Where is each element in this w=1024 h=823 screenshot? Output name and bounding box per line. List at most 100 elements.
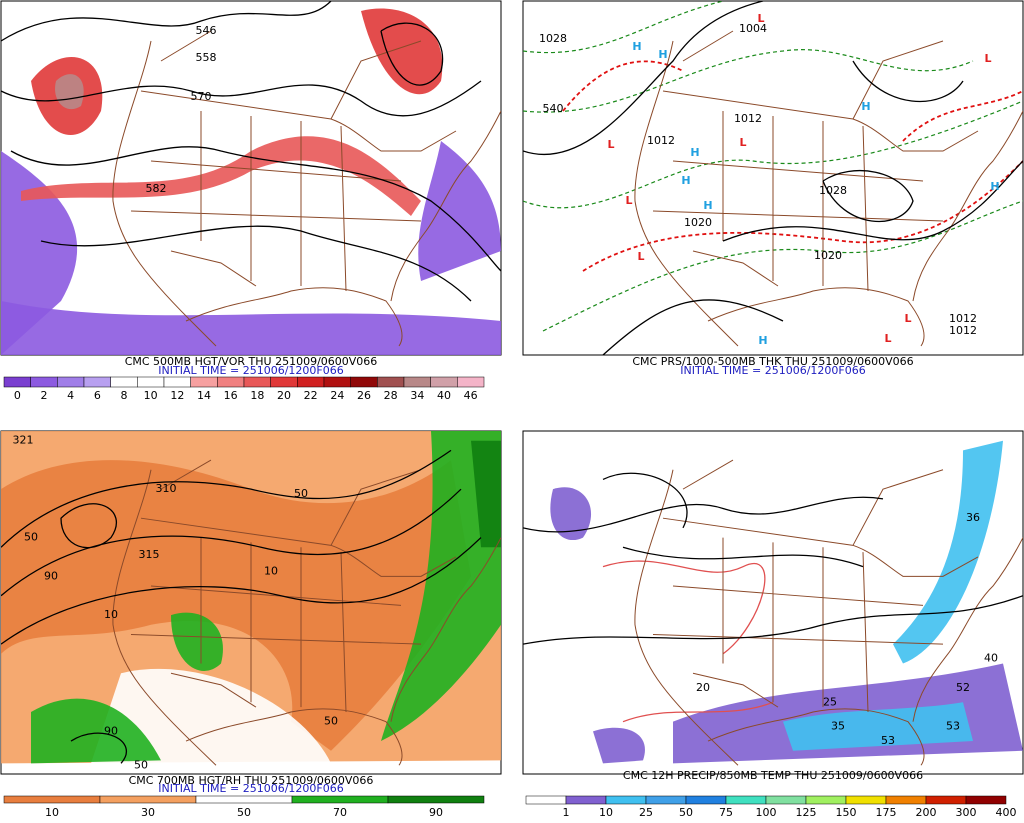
colorbar-cell <box>645 795 687 805</box>
colorbar-label: 10 <box>144 389 158 402</box>
colorbar-label: 200 <box>916 806 937 819</box>
colorbar-label: 10 <box>599 806 613 819</box>
height-contour <box>1 80 482 117</box>
panel: 558 570 582 546 CMC 500MB HGT/VOR THU 251009… <box>0 0 502 402</box>
contour-label: 50 <box>324 715 338 728</box>
shaded-field <box>1 301 501 355</box>
colorbar-label: 20 <box>277 389 291 402</box>
contour-label: 20 <box>696 681 710 694</box>
shaded-field <box>21 136 421 216</box>
pressure-center: L <box>637 250 644 263</box>
contour-label: 1012 <box>734 112 762 125</box>
contour-label: 10 <box>264 564 278 577</box>
contour-label: 25 <box>823 695 837 708</box>
contour-label: 50 <box>134 758 148 771</box>
colorbar-label: 12 <box>170 389 184 402</box>
colorbar-label: 40 <box>437 389 451 402</box>
pressure-center: L <box>607 138 614 151</box>
panel: 102810041012101210201028102010121012540H… <box>522 0 1024 377</box>
height-contour <box>60 503 117 549</box>
colorbar-cell <box>190 376 218 388</box>
temperature-contour <box>602 560 766 655</box>
colorbar-cell <box>110 376 138 388</box>
colorbar-cell <box>387 795 485 804</box>
colorbar-label: 300 <box>956 806 977 819</box>
contour-label: 1028 <box>539 32 567 45</box>
shaded-field <box>783 702 973 751</box>
contour-label: 310 <box>156 482 177 495</box>
colorbar-cell <box>885 795 927 805</box>
colorbar-cell <box>403 376 431 388</box>
colorbar-cell <box>83 376 111 388</box>
pressure-center: H <box>681 174 690 187</box>
contour-label: 36 <box>966 511 980 524</box>
map <box>523 1 1023 355</box>
contour-label: 35 <box>831 720 845 733</box>
height-contour <box>602 472 688 529</box>
colorbar-label: 22 <box>304 389 318 402</box>
contour-label: 90 <box>44 569 58 582</box>
colorbar-cell <box>685 795 727 805</box>
colorbar-cell <box>99 795 197 804</box>
shaded-field <box>593 727 645 764</box>
colorbar-cell <box>605 795 647 805</box>
colorbar-label: 18 <box>250 389 264 402</box>
colorbar-label: 16 <box>224 389 238 402</box>
colorbar-cell <box>57 376 85 388</box>
contour-label: 52 <box>956 681 970 694</box>
contour-label: 540 <box>543 102 564 115</box>
height-contour <box>602 299 784 355</box>
pressure-center: H <box>861 100 870 113</box>
colorbar-label: 175 <box>876 806 897 819</box>
colorbar-label: 14 <box>197 389 211 402</box>
colorbar-label: 26 <box>357 389 371 402</box>
contour-label: 315 <box>139 548 160 561</box>
temperature-contour <box>622 701 774 723</box>
colorbar-cell <box>270 376 298 388</box>
pressure-center: L <box>625 194 632 207</box>
colorbar-cell <box>925 795 967 805</box>
pressure-center: H <box>658 48 667 61</box>
contour-label: 10 <box>104 608 118 621</box>
colorbar-cell <box>137 376 165 388</box>
panel-title: CMC 500MB HGT/VOR THU 251009/0600V066 <box>125 355 378 368</box>
colorbar-label: 2 <box>41 389 48 402</box>
pressure-center: L <box>884 332 891 345</box>
shaded-field <box>381 431 501 742</box>
contour-label: 570 <box>191 90 212 103</box>
thickness-contour <box>523 49 974 113</box>
pressure-center: H <box>690 146 699 159</box>
height-contour <box>10 146 501 272</box>
colorbar-label: 90 <box>429 806 443 819</box>
pressure-center: H <box>990 180 999 193</box>
colorbar-label: 1 <box>563 806 570 819</box>
colorbar-label: 70 <box>333 806 347 819</box>
colorbar-label: 46 <box>464 389 478 402</box>
contour-label: 50 <box>294 487 308 500</box>
shaded-field <box>171 612 223 671</box>
contour-label: 1012 <box>949 324 977 337</box>
contour-label: 1004 <box>739 22 767 35</box>
pressure-center: L <box>984 52 991 65</box>
contour-label: 1012 <box>949 312 977 325</box>
colorbar-cell <box>765 795 807 805</box>
colorbar-label: 150 <box>836 806 857 819</box>
colorbar-cell <box>565 795 607 805</box>
colorbar-label: 10 <box>45 806 59 819</box>
panel: 20 25 36 40 52 35 53 53 CMC 12H PRECIP/850MB TEM… <box>522 430 1024 819</box>
contour-label: 1020 <box>814 249 842 262</box>
initial-time: INITIAL TIME = 251006/1200F066 <box>680 364 865 377</box>
map <box>1 1 501 355</box>
panel-title: CMC 700MB HGT/RH THU 251009/0600V066 <box>129 774 374 787</box>
shaded-field <box>418 141 501 281</box>
shaded-field <box>1 151 78 355</box>
colorbar-cell <box>845 795 887 805</box>
contour-label: 558 <box>196 51 217 64</box>
panel-title: CMC PRS/1000-500MB THK THU 251009/0600V0… <box>632 355 913 368</box>
contour-label: 40 <box>984 652 998 665</box>
colorbar-cell <box>195 795 293 804</box>
thickness-contour <box>542 200 1023 332</box>
colorbar-cell <box>3 795 101 804</box>
colorbar-cell <box>525 795 567 805</box>
colorbar-cell <box>163 376 191 388</box>
